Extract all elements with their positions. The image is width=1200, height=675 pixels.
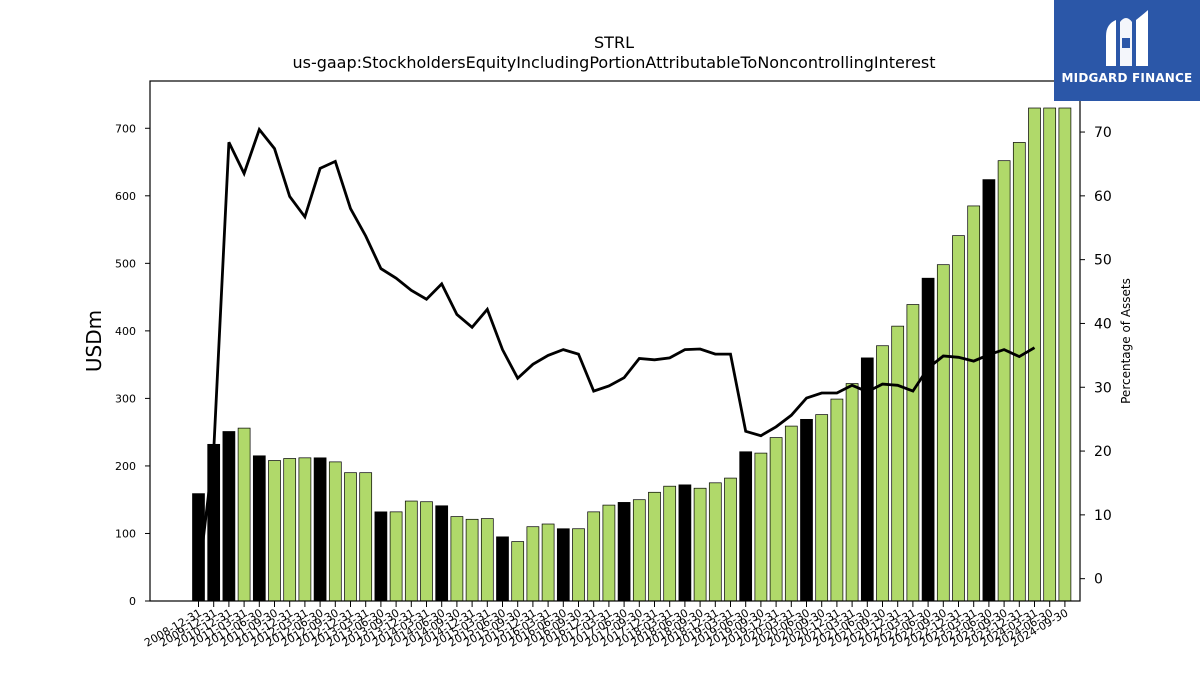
bar-2011-12-31 [283, 458, 297, 602]
bar-2014-09-30 [450, 516, 464, 602]
chart-title: STRL [594, 33, 634, 52]
y2-tick-label: 20 [1094, 444, 1112, 460]
bar-2016-03-31 [541, 523, 555, 602]
plot-frame [149, 80, 1081, 602]
y-axis-right: 0 10 20 30 40 50 60 70 [1080, 125, 1112, 588]
y2-tick-label: 40 [1094, 316, 1112, 332]
y-tick-label: 600 [115, 190, 136, 203]
y2-tick-label: 10 [1094, 508, 1112, 524]
y2-tick-label: 0 [1094, 572, 1103, 588]
bar-2014-12-31 [465, 518, 479, 602]
bar-2013-09-30 [389, 511, 403, 602]
bar-2022-12-31 [952, 235, 965, 602]
bar-2012-06-30 [313, 457, 327, 602]
y-tick-label: 200 [115, 460, 136, 473]
bar-2024-06-30 [1043, 107, 1057, 602]
y-tick-label: 400 [115, 325, 136, 338]
brand-logo: MIDGARD FINANCE [1054, 0, 1200, 101]
chart-subtitle: us-gaap:StockholdersEquityIncludingPorti… [292, 53, 935, 72]
bar-2021-12-31 [891, 325, 905, 602]
percentage-line-series [197, 126, 1036, 579]
bar-2017-09-30 [632, 499, 646, 602]
bar-2022-06-30 [921, 277, 935, 602]
bar-2011-03-31 [237, 427, 251, 602]
bar-2023-09-30 [997, 160, 1011, 602]
bar-2010-12-31 [222, 431, 236, 602]
bar-2012-03-31 [298, 457, 312, 602]
y-tick-label: 500 [115, 257, 136, 270]
bar-2019-03-31 [724, 477, 737, 602]
bar-2021-03-31 [845, 383, 859, 602]
bar-2012-12-31 [344, 472, 357, 602]
bar-2020-09-30 [815, 414, 829, 602]
bar-2013-12-31 [404, 500, 418, 602]
bar-2018-03-31 [663, 485, 677, 602]
y2-tick-label: 60 [1094, 189, 1112, 205]
bar-2021-06-30 [860, 357, 874, 602]
bar-2016-09-30 [572, 528, 585, 602]
bar-2011-09-30 [268, 460, 281, 602]
percentage-line [197, 126, 1036, 579]
bar-2015-12-31 [526, 526, 540, 602]
bar-2017-12-31 [648, 491, 661, 602]
y2-axis-label: Percentage of Assets [1119, 278, 1133, 404]
bar-series [192, 107, 1072, 602]
bar-2015-03-31 [480, 518, 494, 602]
bar-2024-03-31 [1028, 107, 1041, 602]
bar-2016-06-30 [556, 528, 570, 602]
y-tick-label: 100 [115, 527, 136, 540]
y2-tick-label: 30 [1094, 380, 1112, 396]
bar-2019-09-30 [754, 452, 768, 602]
bar-2015-09-30 [511, 541, 525, 602]
bar-2023-12-31 [1012, 142, 1026, 602]
y-axis-left: 0 100 200 300 400 500 600 700 [115, 122, 150, 608]
bar-2017-03-31 [602, 504, 616, 602]
y2-tick-label: 70 [1094, 125, 1112, 141]
y-tick-label: 700 [115, 122, 136, 135]
bar-2018-06-30 [678, 484, 692, 602]
bar-2017-06-30 [617, 502, 631, 602]
bar-2011-06-30 [252, 455, 266, 602]
bar-2009-12-31 [207, 443, 221, 602]
bar-2018-12-31 [708, 482, 722, 602]
bar-2023-03-31 [967, 205, 981, 602]
y-tick-label: 0 [129, 595, 136, 608]
bar-2014-03-31 [420, 501, 433, 602]
logo-text: MIDGARD FINANCE [1061, 71, 1193, 85]
bar-2013-06-30 [374, 511, 388, 602]
bar-2019-12-31 [769, 437, 783, 602]
y-axis-label: USDm [82, 310, 106, 372]
bar-2023-06-30 [982, 179, 996, 602]
bar-2013-03-31 [359, 472, 373, 602]
bar-2012-09-30 [328, 461, 342, 602]
bar-2022-03-31 [906, 304, 920, 602]
bar-2024-09-30 [1058, 107, 1072, 602]
bar-2015-06-30 [496, 536, 509, 602]
bar-2022-09-30 [936, 264, 950, 602]
y2-tick-label: 50 [1094, 253, 1112, 269]
bar-2018-09-30 [693, 487, 707, 602]
bar-2020-06-30 [800, 418, 813, 602]
y-tick-label: 300 [115, 392, 136, 405]
x-axis: 2008-12-312009-12-312010-12-312011-03-31… [142, 601, 1070, 650]
bar-2014-06-30 [435, 505, 449, 602]
bar-2019-06-30 [739, 451, 753, 602]
bar-2016-12-31 [587, 511, 601, 602]
midgard-logo-icon [1106, 10, 1148, 66]
bar-2020-03-31 [784, 425, 798, 602]
bar-2020-12-31 [830, 398, 844, 602]
